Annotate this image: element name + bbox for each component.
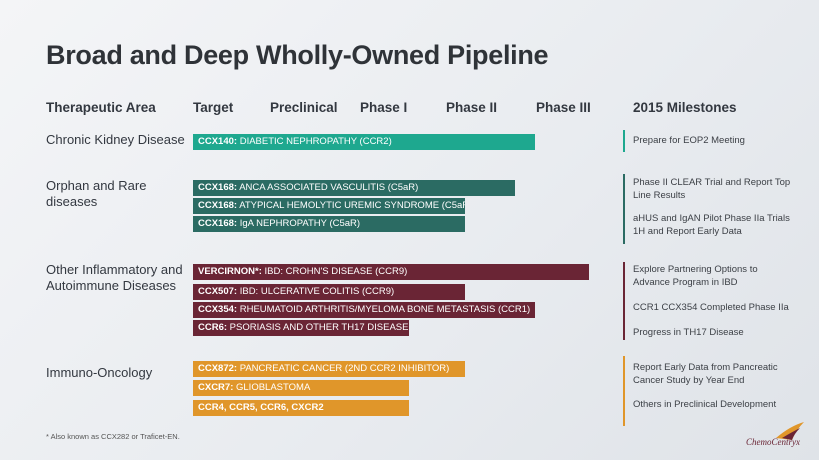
milestone-item: CCR1 CCX354 Completed Phase IIa [633, 302, 789, 313]
area-orphan-rare-diseases: Orphan and Rare diseases [46, 178, 147, 209]
milestone-divider-orphan [623, 174, 625, 244]
milestone-divider-ckd [623, 130, 625, 152]
program-indication: DIABETIC NEPHROPATHY (CCR2) [237, 136, 392, 147]
header-2015-milestones: 2015 Milestones [633, 100, 737, 115]
header-phase-1: Phase I [360, 100, 408, 115]
program-code: VERCIRNON*: [198, 266, 262, 277]
area-chronic-kidney-disease: Chronic Kidney Disease [46, 132, 185, 147]
milestone-item: Others in Preclinical Development [633, 399, 777, 410]
program-bar: CCX354: RHEUMATOID ARTHRITIS/MYELOMA BON… [193, 302, 535, 318]
program-code: CXCR7: [198, 382, 234, 393]
program-bar: VERCIRNON*: IBD: CROHN'S DISEASE (CCR9) [193, 264, 589, 280]
program-indication: ATYPICAL HEMOLYTIC UREMIC SYNDROME (C5aR… [237, 200, 465, 211]
header-phase-2: Phase II [446, 100, 498, 115]
program-code: CCX168: [198, 182, 238, 193]
header-target: Target [193, 100, 234, 115]
program-bar: CCX168: IgA NEPHROPATHY (C5aR) [193, 216, 465, 232]
milestone-divider-inflammatory [623, 262, 625, 340]
program-indication: ANCA ASSOCIATED VASCULITIS (C5aR) [237, 182, 419, 193]
header-phase-3: Phase III [536, 100, 591, 115]
program-indication: RHEUMATOID ARTHRITIS/MYELOMA BONE METAST… [237, 304, 531, 315]
program-code: CCR6: [198, 322, 228, 333]
milestone-divider-onco [623, 356, 625, 426]
program-bar: CCX140: DIABETIC NEPHROPATHY (CCR2) [193, 134, 535, 150]
program-bar: CCR4, CCR5, CCR6, CXCR2 [193, 400, 409, 416]
area-inflammatory-autoimmune: Other Inflammatory and Autoimmune Diseas… [46, 262, 183, 293]
program-bar: CCR6: PSORIASIS AND OTHER TH17 DISEASES [193, 320, 409, 336]
milestone-item: Progress in TH17 Disease [633, 327, 744, 338]
footnote: * Also known as CCX282 or Traficet-EN. [46, 432, 180, 441]
program-indication: IgA NEPHROPATHY (C5aR) [237, 218, 361, 229]
program-code: CCX168: [198, 200, 238, 211]
program-indication: PANCREATIC CANCER (2ND CCR2 INHIBITOR) [237, 363, 450, 374]
header-preclinical: Preclinical [270, 100, 338, 115]
page-title: Broad and Deep Wholly-Owned Pipeline [46, 40, 549, 70]
program-code: CCX872: [198, 363, 238, 374]
milestone-item: Phase II CLEAR Trial and Report Top Line… [633, 177, 791, 201]
program-indication: PSORIASIS AND OTHER TH17 DISEASES [227, 322, 409, 333]
program-bar: CCX168: ATYPICAL HEMOLYTIC UREMIC SYNDRO… [193, 198, 465, 214]
area-immuno-oncology: Immuno-Oncology [46, 365, 153, 380]
program-code: CCX507: [198, 286, 238, 297]
program-code: CCX354: [198, 304, 238, 315]
header-therapeutic-area: Therapeutic Area [46, 100, 156, 115]
chemocentryx-logo-icon [776, 422, 804, 440]
program-code: CCX140: [198, 136, 238, 147]
milestone-item: aHUS and IgAN Pilot Phase IIa Trials 1H … [633, 213, 790, 237]
milestone-item: Report Early Data from Pancreatic Cancer… [633, 362, 778, 386]
program-bar: CCX168: ANCA ASSOCIATED VASCULITIS (C5aR… [193, 180, 515, 196]
milestone-item: Prepare for EOP2 Meeting [633, 135, 745, 146]
program-bar: CCX507: IBD: ULCERATIVE COLITIS (CCR9) [193, 284, 465, 300]
logo-text: ChemoCentryx [746, 437, 800, 447]
program-indication: IBD: CROHN'S DISEASE (CCR9) [261, 266, 408, 277]
program-bar: CXCR7: GLIOBLASTOMA [193, 380, 409, 396]
program-bar: CCX872: PANCREATIC CANCER (2ND CCR2 INHI… [193, 361, 465, 377]
program-code: CCX168: [198, 218, 238, 229]
program-indication: IBD: ULCERATIVE COLITIS (CCR9) [237, 286, 395, 297]
milestone-item: Explore Partnering Options to Advance Pr… [633, 264, 758, 288]
program-code: CCR4, CCR5, CCR6, CXCR2 [198, 402, 324, 413]
program-indication: GLIOBLASTOMA [233, 382, 311, 393]
